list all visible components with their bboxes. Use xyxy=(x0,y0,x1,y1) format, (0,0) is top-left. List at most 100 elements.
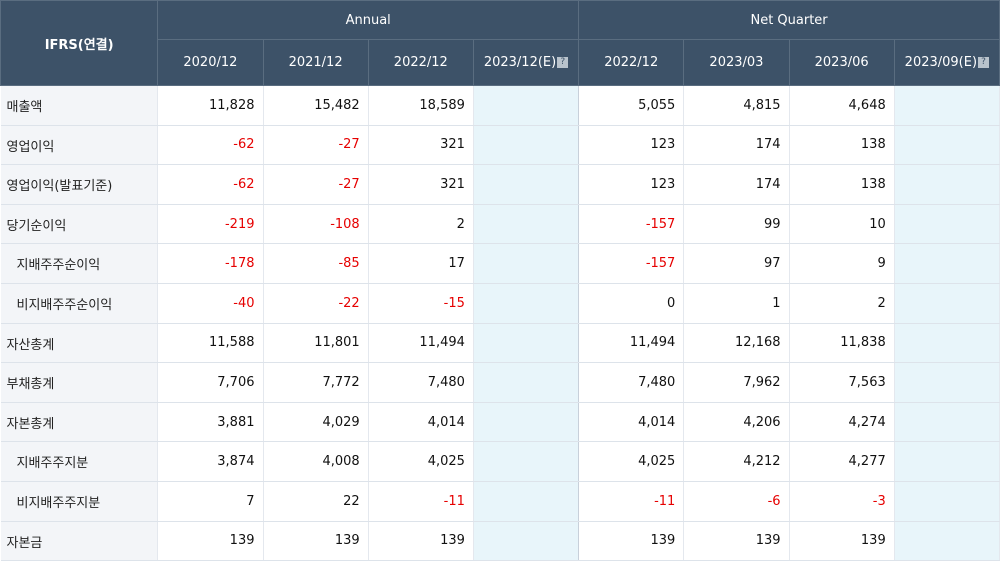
period-header-estimate: 2023/09(E)? xyxy=(893,39,1000,86)
value-cell: -108 xyxy=(263,204,369,245)
ifrs-header: IFRS(연결) xyxy=(0,0,159,86)
value-cell: 3,881 xyxy=(157,402,264,443)
value-cell: 10 xyxy=(789,204,895,245)
value-cell: 4,025 xyxy=(578,441,685,482)
estimate-cell xyxy=(473,521,580,561)
table-row: 자산총계 11,588 11,801 11,494 11,494 12,168 11,838 xyxy=(0,323,1000,364)
estimate-cell xyxy=(473,323,580,364)
table-row: 부채총계 7,706 7,772 7,480 7,480 7,962 7,563 xyxy=(0,362,1000,403)
value-cell: 123 xyxy=(578,164,685,205)
period-header: 2022/12 xyxy=(367,39,474,86)
value-cell: 4,212 xyxy=(683,441,790,482)
value-cell: 7,706 xyxy=(157,362,264,403)
estimate-cell xyxy=(473,402,580,443)
row-label: 지배주주순이익 xyxy=(0,243,159,284)
row-label: 자본금 xyxy=(0,521,159,561)
value-cell: 321 xyxy=(368,164,474,205)
value-cell: 4,025 xyxy=(368,441,474,482)
period-header: 2023/03 xyxy=(683,39,790,86)
period-header: 2023/06 xyxy=(788,39,895,86)
row-label: 자본총계 xyxy=(0,402,159,443)
period-header-estimate: 2023/12(E)? xyxy=(472,39,580,86)
value-cell: 4,029 xyxy=(263,402,369,443)
value-cell: 2 xyxy=(789,283,895,324)
value-cell: 139 xyxy=(789,521,895,561)
value-cell: 4,648 xyxy=(789,85,895,126)
value-cell: 0 xyxy=(578,283,685,324)
value-cell: 4,274 xyxy=(789,402,895,443)
row-label: 지배주주지분 xyxy=(0,441,159,482)
annual-header: Annual xyxy=(157,0,580,40)
table-row: 비지배주주지분 7 22 -11 -11 -6 -3 xyxy=(0,481,1000,522)
value-cell: 12,168 xyxy=(683,323,790,364)
value-cell: -27 xyxy=(263,164,369,205)
table-row: 자본금 139 139 139 139 139 139 xyxy=(0,521,1000,561)
estimate-cell xyxy=(473,125,580,166)
value-cell: 139 xyxy=(683,521,790,561)
value-cell: 1 xyxy=(683,283,790,324)
estimate-cell xyxy=(473,164,580,205)
estimate-cell xyxy=(473,481,580,522)
value-cell: 7 xyxy=(157,481,264,522)
estimate-cell xyxy=(473,441,580,482)
net-quarter-header: Net Quarter xyxy=(578,0,1000,40)
value-cell: -15 xyxy=(368,283,474,324)
value-cell: 18,589 xyxy=(368,85,474,126)
value-cell: 4,277 xyxy=(789,441,895,482)
value-cell: 11,494 xyxy=(368,323,474,364)
value-cell: -40 xyxy=(157,283,264,324)
value-cell: 7,563 xyxy=(789,362,895,403)
estimate-cell xyxy=(894,441,1000,482)
estimate-cell xyxy=(894,481,1000,522)
period-header: 2020/12 xyxy=(157,39,264,86)
value-cell: -6 xyxy=(683,481,790,522)
value-cell: 22 xyxy=(263,481,369,522)
value-cell: 4,014 xyxy=(368,402,474,443)
info-icon[interactable]: ? xyxy=(978,57,990,68)
value-cell: 99 xyxy=(683,204,790,245)
value-cell: -11 xyxy=(368,481,474,522)
estimate-cell xyxy=(894,85,1000,126)
value-cell: -157 xyxy=(578,243,685,284)
value-cell: -85 xyxy=(263,243,369,284)
estimate-cell xyxy=(894,125,1000,166)
value-cell: -219 xyxy=(157,204,264,245)
row-label: 매출액 xyxy=(0,85,159,126)
value-cell: 123 xyxy=(578,125,685,166)
table-row: 지배주주지분 3,874 4,008 4,025 4,025 4,212 4,277 xyxy=(0,441,1000,482)
row-label: 비지배주주지분 xyxy=(0,481,159,522)
value-cell: 4,206 xyxy=(683,402,790,443)
value-cell: 4,014 xyxy=(578,402,685,443)
value-cell: -178 xyxy=(157,243,264,284)
period-header: 2022/12 xyxy=(578,39,685,86)
table-row: 매출액 11,828 15,482 18,589 5,055 4,815 4,648 xyxy=(0,85,1000,126)
value-cell: -11 xyxy=(578,481,685,522)
period-header: 2021/12 xyxy=(262,39,369,86)
table-row: 영업이익(발표기준) -62 -27 321 123 174 138 xyxy=(0,164,1000,205)
value-cell: 11,494 xyxy=(578,323,685,364)
value-cell: 17 xyxy=(368,243,474,284)
table-row: 비지배주주순이익 -40 -22 -15 0 1 2 xyxy=(0,283,1000,324)
value-cell: -62 xyxy=(157,125,264,166)
value-cell: 11,588 xyxy=(157,323,264,364)
info-icon[interactable]: ? xyxy=(557,57,569,68)
value-cell: -62 xyxy=(157,164,264,205)
value-cell: 139 xyxy=(263,521,369,561)
value-cell: -3 xyxy=(789,481,895,522)
value-cell: 7,962 xyxy=(683,362,790,403)
value-cell: 7,480 xyxy=(578,362,685,403)
value-cell: -22 xyxy=(263,283,369,324)
estimate-cell xyxy=(473,243,580,284)
table-row: 당기순이익 -219 -108 2 -157 99 10 xyxy=(0,204,1000,245)
value-cell: 4,815 xyxy=(683,85,790,126)
estimate-cell xyxy=(894,362,1000,403)
value-cell: 11,801 xyxy=(263,323,369,364)
estimate-cell xyxy=(473,85,580,126)
row-label: 영업이익 xyxy=(0,125,159,166)
row-label: 부채총계 xyxy=(0,362,159,403)
estimate-cell xyxy=(894,243,1000,284)
estimate-cell xyxy=(894,402,1000,443)
value-cell: 97 xyxy=(683,243,790,284)
value-cell: 15,482 xyxy=(263,85,369,126)
